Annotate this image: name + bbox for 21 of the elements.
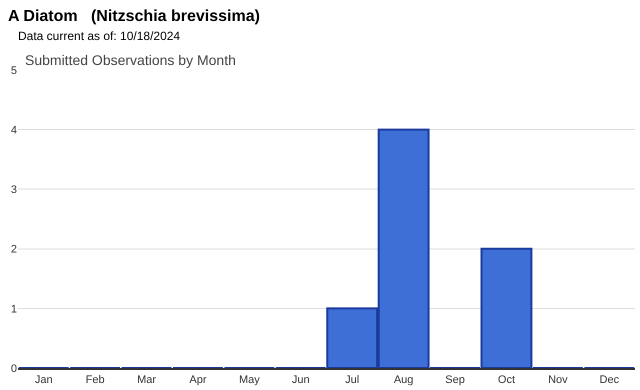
y-tick-label: 2 — [10, 244, 17, 256]
x-tick-label: Aug — [394, 374, 414, 386]
x-tick-label: Nov — [548, 374, 568, 386]
text: Submitted Observations by Month — [25, 52, 236, 68]
y-tick-label: 1 — [10, 303, 17, 316]
y-tick-label: 4 — [10, 124, 17, 136]
x-tick-label: Mar — [137, 374, 156, 386]
chart-subtitle: Data current as of: 10/18/2024 — [18, 29, 180, 43]
x-tick-label: Jun — [292, 374, 310, 386]
x-tick-label: Sep — [445, 374, 465, 386]
x-tick-label: Jan — [34, 374, 53, 386]
y-tick-label: 5 — [10, 64, 17, 77]
y-tick-label: 3 — [10, 184, 17, 196]
y-tick-label: 0 — [10, 362, 17, 375]
x-tick-label: Jul — [345, 374, 360, 386]
x-tick-label: Dec — [600, 374, 620, 386]
chart-title: A Diatom (Nitzschia brevissima) — [8, 8, 260, 25]
x-tick-label: Apr — [189, 374, 207, 386]
x-tick-label: May — [238, 374, 260, 386]
x-tick-label: Feb — [86, 374, 105, 386]
x-tick-label: Oct — [498, 374, 516, 386]
